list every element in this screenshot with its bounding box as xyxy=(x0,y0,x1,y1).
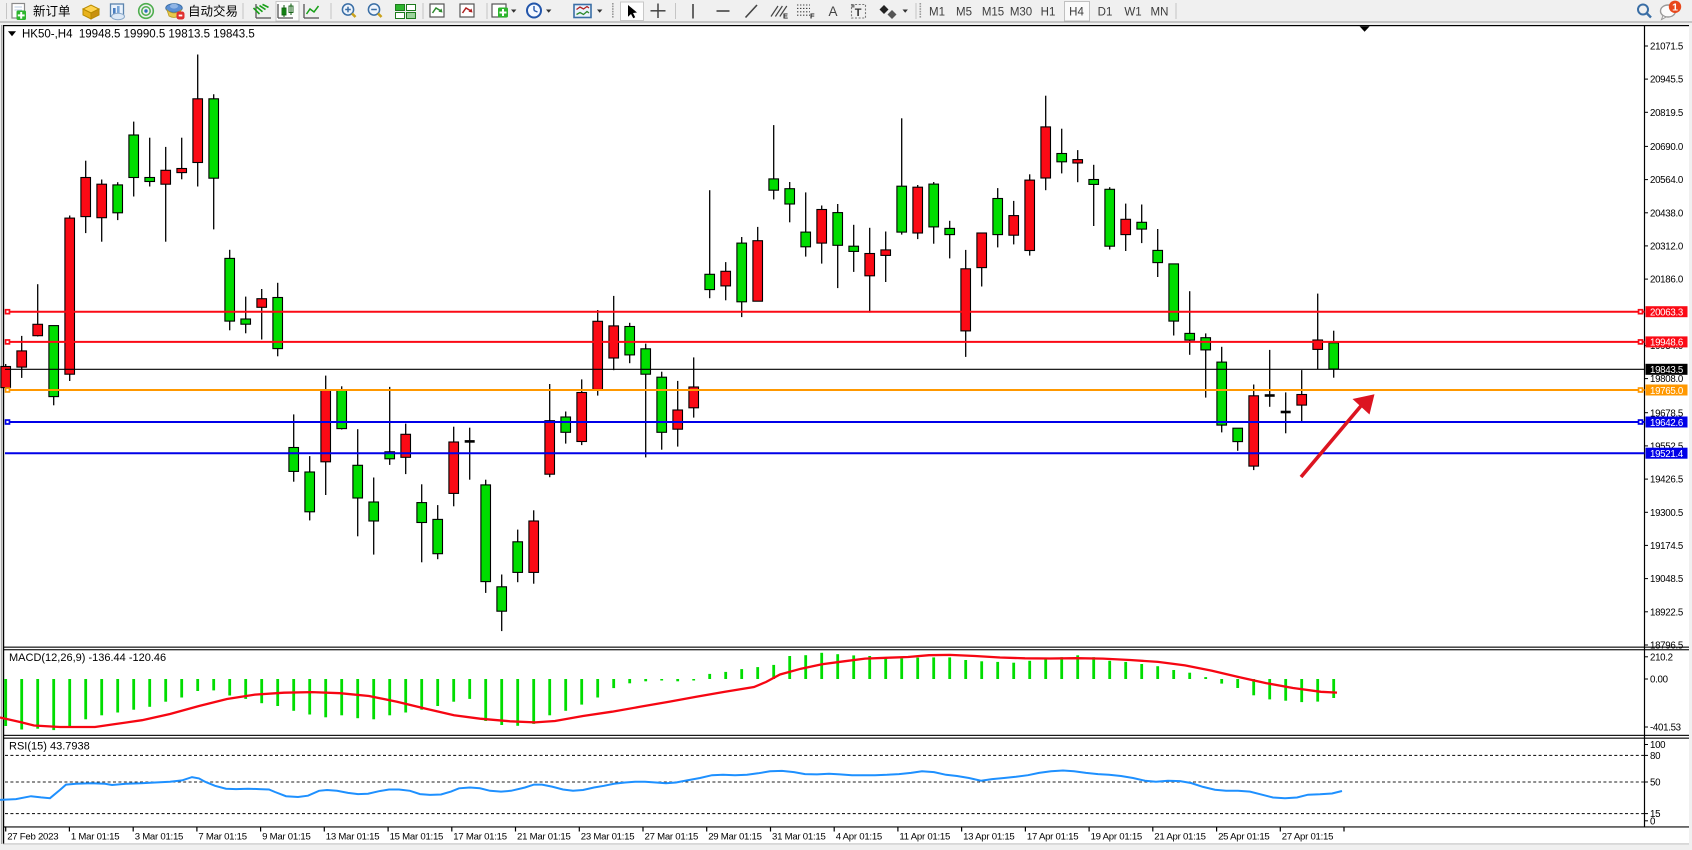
svg-text:H1: H1 xyxy=(1041,7,1056,19)
svg-text:20438.0: 20438.0 xyxy=(1650,208,1684,219)
svg-text:20945.5: 20945.5 xyxy=(1650,75,1683,86)
svg-text:19174.5: 19174.5 xyxy=(1650,541,1683,552)
svg-text:27 Mar 01:15: 27 Mar 01:15 xyxy=(645,832,699,843)
svg-text:M5: M5 xyxy=(956,7,972,19)
svg-text:19300.5: 19300.5 xyxy=(1650,508,1683,519)
svg-text:RSI(15) 43.7938: RSI(15) 43.7938 xyxy=(9,741,90,753)
svg-text:15 Mar 01:15: 15 Mar 01:15 xyxy=(390,832,444,843)
svg-text:7 Mar 01:15: 7 Mar 01:15 xyxy=(198,832,246,843)
svg-text:19678.5: 19678.5 xyxy=(1650,408,1683,419)
svg-text:19521.4: 19521.4 xyxy=(1650,449,1684,460)
svg-text:19765.0: 19765.0 xyxy=(1650,386,1684,397)
svg-text:H4: H4 xyxy=(1069,7,1084,19)
svg-text:D1: D1 xyxy=(1098,7,1113,19)
svg-text:18796.5: 18796.5 xyxy=(1650,641,1683,652)
svg-text:21 Mar 01:15: 21 Mar 01:15 xyxy=(517,832,571,843)
svg-text:MN: MN xyxy=(1151,7,1169,19)
svg-text:3 Mar 01:15: 3 Mar 01:15 xyxy=(135,832,183,843)
svg-text:A: A xyxy=(829,4,838,19)
svg-text:19 Apr 01:15: 19 Apr 01:15 xyxy=(1091,832,1142,843)
svg-text:1 Mar 01:15: 1 Mar 01:15 xyxy=(71,832,119,843)
svg-text:9 Mar 01:15: 9 Mar 01:15 xyxy=(262,832,310,843)
svg-text:0: 0 xyxy=(1650,816,1656,827)
svg-text:新订单: 新订单 xyxy=(33,4,71,19)
svg-text:20186.0: 20186.0 xyxy=(1650,275,1684,286)
svg-text:HK50-,H4 19948.5 19990.5 1981: HK50-,H4 19948.5 19990.5 19813.5 19843.5 xyxy=(22,29,255,41)
svg-text:27 Apr 01:15: 27 Apr 01:15 xyxy=(1282,832,1333,843)
svg-text:50: 50 xyxy=(1650,778,1661,789)
svg-text:11 Apr 01:15: 11 Apr 01:15 xyxy=(899,832,950,843)
svg-text:W1: W1 xyxy=(1124,7,1141,19)
svg-text:27 Feb 2023: 27 Feb 2023 xyxy=(7,832,58,843)
svg-text:20819.5: 20819.5 xyxy=(1650,108,1683,119)
svg-text:19552.5: 19552.5 xyxy=(1650,442,1683,453)
svg-text:T: T xyxy=(855,7,862,19)
svg-text:20312.0: 20312.0 xyxy=(1650,242,1684,253)
svg-text:20690.0: 20690.0 xyxy=(1650,142,1684,153)
svg-text:13 Mar 01:15: 13 Mar 01:15 xyxy=(326,832,380,843)
svg-text:20063.3: 20063.3 xyxy=(1650,308,1683,319)
svg-text:-401.53: -401.53 xyxy=(1650,723,1681,734)
svg-text:0.00: 0.00 xyxy=(1650,675,1669,686)
svg-text:MACD(12,26,9) -136.44 -120.46: MACD(12,26,9) -136.44 -120.46 xyxy=(9,652,166,664)
svg-text:17 Apr 01:15: 17 Apr 01:15 xyxy=(1027,832,1078,843)
svg-text:23 Mar 01:15: 23 Mar 01:15 xyxy=(581,832,635,843)
svg-text:M30: M30 xyxy=(1010,7,1032,19)
svg-text:21071.5: 21071.5 xyxy=(1650,42,1683,53)
svg-text:13 Apr 01:15: 13 Apr 01:15 xyxy=(963,832,1014,843)
svg-text:17 Mar 01:15: 17 Mar 01:15 xyxy=(453,832,507,843)
svg-text:E: E xyxy=(783,12,788,21)
svg-text:M1: M1 xyxy=(929,7,945,19)
svg-text:19048.5: 19048.5 xyxy=(1650,574,1683,585)
svg-text:自动交易: 自动交易 xyxy=(188,4,238,19)
svg-text:25 Apr 01:15: 25 Apr 01:15 xyxy=(1218,832,1269,843)
svg-text:18922.5: 18922.5 xyxy=(1650,607,1683,618)
svg-text:100: 100 xyxy=(1650,740,1666,751)
svg-text:80: 80 xyxy=(1650,751,1661,762)
svg-text:19808.0: 19808.0 xyxy=(1650,374,1684,385)
svg-text:4 Apr 01:15: 4 Apr 01:15 xyxy=(836,832,882,843)
svg-text:M15: M15 xyxy=(982,7,1004,19)
svg-text:1: 1 xyxy=(1672,2,1678,14)
svg-text:29 Mar 01:15: 29 Mar 01:15 xyxy=(708,832,762,843)
svg-text:210.2: 210.2 xyxy=(1650,652,1673,663)
svg-text:31 Mar 01:15: 31 Mar 01:15 xyxy=(772,832,826,843)
svg-text:F: F xyxy=(810,12,815,21)
svg-text:21 Apr 01:15: 21 Apr 01:15 xyxy=(1154,832,1205,843)
svg-text:19948.6: 19948.6 xyxy=(1650,338,1683,349)
svg-text:19642.6: 19642.6 xyxy=(1650,418,1683,429)
svg-text:19426.5: 19426.5 xyxy=(1650,475,1683,486)
svg-text:19843.5: 19843.5 xyxy=(1650,365,1683,376)
svg-text:15: 15 xyxy=(1650,809,1660,820)
svg-text:20564.0: 20564.0 xyxy=(1650,175,1684,186)
